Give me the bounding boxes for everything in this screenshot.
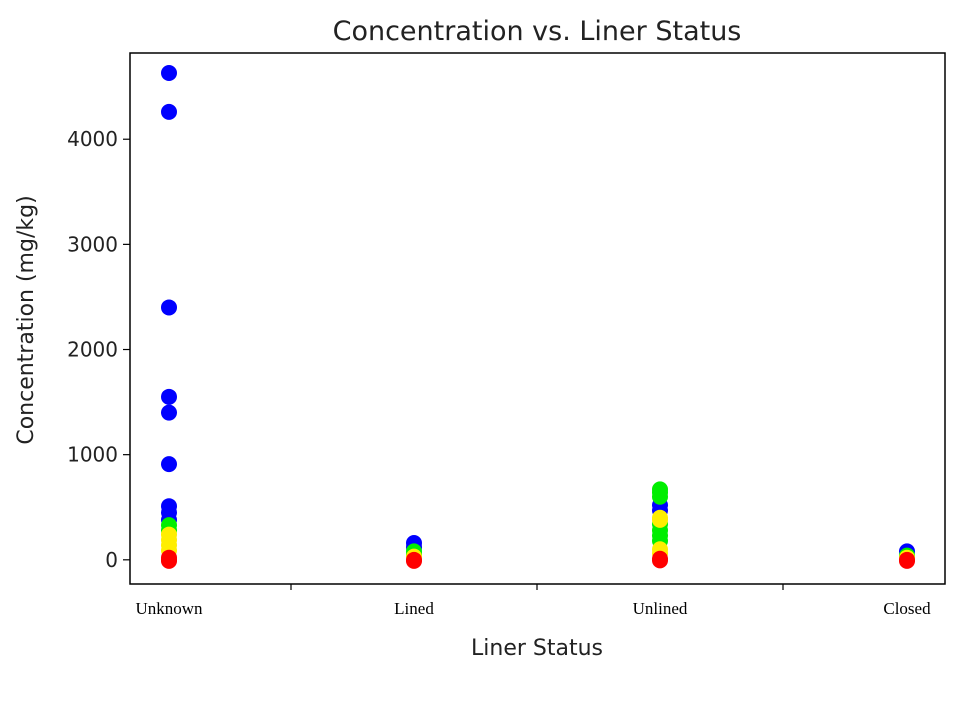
y-axis: 0 1000 2000 3000 4000 (67, 127, 130, 572)
y-tick-label: 1000 (67, 443, 118, 467)
data-point-blue (161, 103, 177, 120)
data-point-blue (161, 404, 177, 421)
y-tick-label: 4000 (67, 127, 118, 151)
data-point-blue (161, 388, 177, 405)
y-tick-label: 0 (105, 548, 118, 572)
data-point-blue (161, 64, 177, 81)
data-points-layer (161, 64, 915, 569)
data-point-red (652, 552, 668, 569)
data-point-blue (161, 456, 177, 473)
data-point-red (899, 552, 915, 569)
data-point-red (406, 552, 422, 569)
x-tick-label-unknown: Unknown (135, 599, 203, 618)
data-point-yellow (652, 511, 668, 528)
y-tick-label: 3000 (67, 232, 118, 256)
data-point-red (161, 552, 177, 569)
x-tick-label-lined: Lined (394, 599, 434, 618)
data-point-blue (161, 299, 177, 316)
x-tick-label-unlined: Unlined (633, 599, 688, 618)
x-tick-label-closed: Closed (883, 599, 931, 618)
chart-title: Concentration vs. Liner Status (333, 16, 742, 47)
plot-area-frame (129, 52, 946, 585)
x-axis: Unknown Lined Unlined Closed (135, 584, 931, 618)
data-point-green (652, 488, 668, 505)
y-axis-label: Concentration (mg/kg) (14, 195, 39, 444)
y-tick-label: 2000 (67, 338, 118, 362)
x-axis-label: Liner Status (471, 636, 603, 661)
